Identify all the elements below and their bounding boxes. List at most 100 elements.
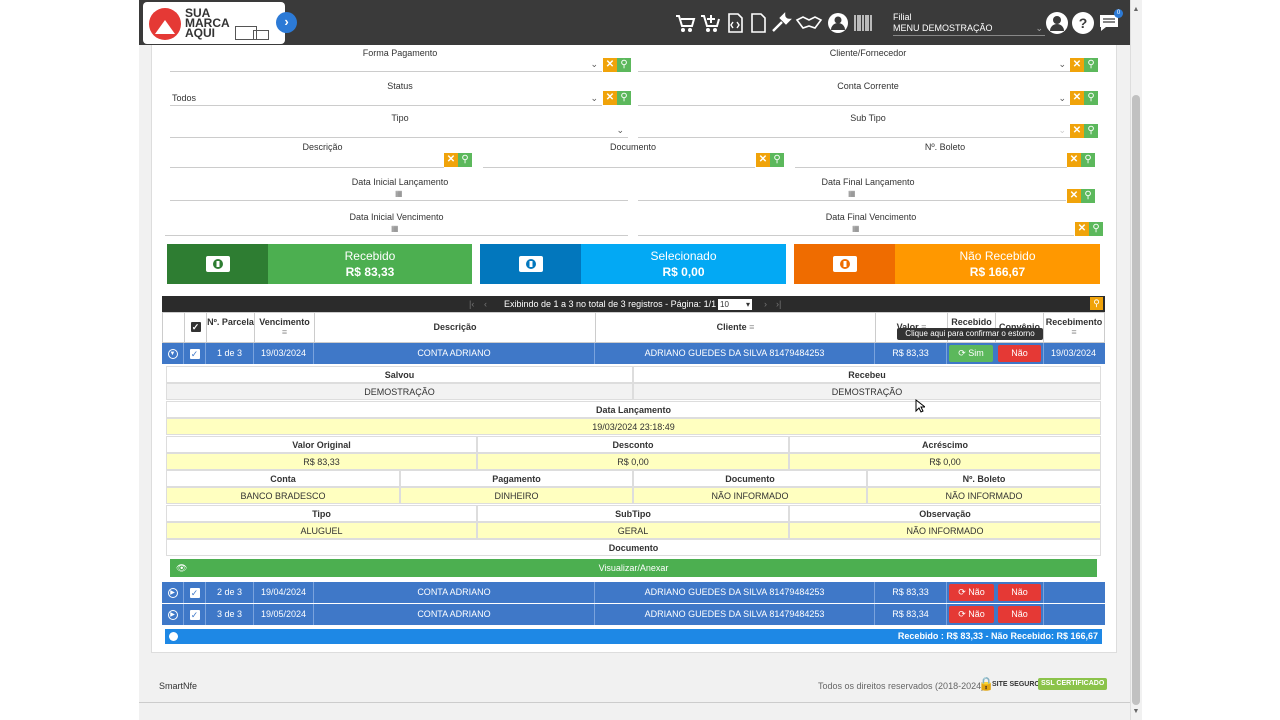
visualizar-anexar-button[interactable]: 👁 Visualizar/Anexar <box>170 559 1097 577</box>
user-circle-icon[interactable] <box>827 12 849 34</box>
th-valor[interactable]: Valor ≡ <box>876 313 948 342</box>
table-row[interactable]: ▶ ✓ 3 de 3 19/05/2024 CONTA ADRIANO ADRI… <box>162 604 1105 625</box>
forma-pagamento-select[interactable]: ⌄ <box>170 58 602 71</box>
recebido-summary[interactable]: Recebido R$ 83,33 <box>167 244 472 284</box>
search-icon[interactable]: ⚲ <box>617 58 631 72</box>
nao-recebido-summary[interactable]: Não Recebido R$ 166,67 <box>794 244 1100 284</box>
descricao-input[interactable] <box>170 153 444 166</box>
cliente-fornecedor-select[interactable]: ⌄ <box>638 58 1070 71</box>
table-row[interactable]: ▶ ✓ 2 de 3 19/04/2024 CONTA ADRIANO ADRI… <box>162 582 1105 603</box>
data-inicial-vencimento-input[interactable]: ▦ <box>165 224 628 236</box>
th-recebido[interactable]: Recebido <box>948 313 996 342</box>
site-seguro-label: SITE SEGURO <box>992 681 1040 688</box>
cell-vencimento: 19/03/2024 <box>254 343 314 364</box>
n-boleto-input[interactable] <box>795 153 1067 166</box>
convenio-nao-button[interactable]: Não <box>998 345 1041 362</box>
th-convenio[interactable]: Convênio <box>996 313 1044 342</box>
search-icon[interactable]: ⚲ <box>617 91 631 105</box>
th-parcela[interactable]: Nº. Parcela <box>207 313 255 342</box>
devices-icon <box>235 26 257 40</box>
documento-input[interactable] <box>483 153 755 166</box>
row-checkbox-cell[interactable]: ✓ <box>184 604 206 625</box>
data-final-lancamento-input[interactable]: ▦ <box>638 189 1066 201</box>
sidebar-toggle-button[interactable]: › <box>276 12 297 33</box>
clear-icon[interactable]: ✕ <box>444 153 458 167</box>
clear-icon[interactable]: ✕ <box>1070 58 1084 72</box>
search-icon[interactable]: ⚲ <box>1081 189 1095 203</box>
clear-icon[interactable]: ✕ <box>756 153 770 167</box>
row-checkbox[interactable]: ✓ <box>189 348 200 359</box>
cart-icon[interactable] <box>674 12 696 34</box>
first-page-icon[interactable]: |‹ <box>469 299 475 309</box>
table-search-icon[interactable]: ⚲ <box>1090 297 1103 310</box>
brand-logo[interactable]: SUA MARCA AQUI <box>143 2 285 44</box>
row-expand-toggle[interactable]: ▶ <box>162 582 184 603</box>
sort-icon: ≡ <box>281 327 288 337</box>
th-cliente[interactable]: Cliente ≡ <box>596 313 876 342</box>
row-checkbox[interactable]: ✓ <box>189 587 200 598</box>
barcode-icon[interactable] <box>852 12 874 34</box>
help-icon[interactable]: ? <box>1072 12 1094 34</box>
recebido-nao-button[interactable]: ⟳ Não <box>949 584 994 601</box>
clear-icon[interactable]: ✕ <box>1067 189 1081 203</box>
search-icon[interactable]: ⚲ <box>1084 58 1098 72</box>
th-vencimento[interactable]: Vencimento ≡ <box>255 313 315 342</box>
prev-page-icon[interactable]: ‹ <box>484 299 487 309</box>
recebido-nao-button[interactable]: ⟳ Não <box>949 606 994 623</box>
convenio-nao-button[interactable]: Não <box>998 606 1041 623</box>
row-checkbox-cell[interactable]: ✓ <box>184 343 206 364</box>
filial-select[interactable]: MENU DEMOSTRAÇÃO ⌄ <box>893 23 1045 36</box>
row-expand-toggle[interactable]: ▼ <box>162 343 184 364</box>
clear-icon[interactable]: ✕ <box>603 58 617 72</box>
last-page-icon[interactable]: ›| <box>776 299 782 309</box>
search-icon[interactable]: ⚲ <box>1084 124 1098 138</box>
chevron-down-icon: ⌄ <box>1058 125 1066 135</box>
scroll-up-icon[interactable]: ▲ <box>1132 6 1140 13</box>
select-all-checkbox[interactable]: ✓ <box>190 322 201 332</box>
table-row[interactable]: ▼ ✓ 1 de 3 19/03/2024 CONTA ADRIANO ADRI… <box>162 343 1105 364</box>
clear-icon[interactable]: ✕ <box>1070 124 1084 138</box>
search-icon[interactable]: ⚲ <box>1089 222 1103 236</box>
th-recebimento[interactable]: Recebimento ≡ <box>1044 313 1104 342</box>
convenio-nao-button[interactable]: Não <box>998 584 1041 601</box>
calendar-icon: ▦ <box>391 224 399 233</box>
data-final-vencimento-input[interactable]: ▦ <box>638 224 1074 236</box>
row-expand-toggle[interactable]: ▶ <box>162 604 184 625</box>
cell-vencimento: 19/04/2024 <box>254 582 314 603</box>
scroll-thumb[interactable] <box>1132 95 1140 705</box>
search-icon[interactable]: ⚲ <box>770 153 784 167</box>
handshake-icon[interactable] <box>795 12 823 34</box>
search-icon[interactable]: ⚲ <box>1081 153 1095 167</box>
forma-pagamento-actions: ✕ ⚲ <box>603 58 631 72</box>
next-page-icon[interactable]: › <box>764 299 767 309</box>
cell-vencimento: 19/05/2024 <box>254 604 314 625</box>
cart-plus-icon[interactable] <box>699 12 721 34</box>
cell-recebimento <box>1043 604 1105 625</box>
detail-salvou-label: Salvou <box>166 366 633 383</box>
data-inicial-lancamento-input[interactable]: ▦ <box>170 189 628 201</box>
search-icon[interactable]: ⚲ <box>1084 91 1098 105</box>
code-file-icon[interactable] <box>724 12 746 34</box>
profile-icon[interactable] <box>1046 12 1068 34</box>
clear-icon[interactable]: ✕ <box>1070 91 1084 105</box>
clear-icon[interactable]: ✕ <box>603 91 617 105</box>
row-checkbox-cell[interactable]: ✓ <box>184 582 206 603</box>
tipo-select[interactable]: ⌄ <box>170 124 628 137</box>
conta-corrente-select[interactable]: ⌄ <box>638 92 1070 105</box>
clear-icon[interactable]: ✕ <box>1075 222 1089 236</box>
page-size-select[interactable]: 10 ▾ <box>718 299 752 310</box>
sub-tipo-select[interactable]: ⌄ <box>638 124 1070 137</box>
clear-icon[interactable]: ✕ <box>1067 153 1081 167</box>
sort-icon: ≡ <box>1071 327 1077 337</box>
row-checkbox[interactable]: ✓ <box>189 609 200 620</box>
chat-icon[interactable] <box>1098 12 1120 34</box>
selecionado-summary[interactable]: Selecionado R$ 0,00 <box>480 244 786 284</box>
search-icon[interactable]: ⚲ <box>458 153 472 167</box>
file-icon[interactable] <box>747 12 769 34</box>
status-select[interactable]: Todos ⌄ <box>170 92 602 105</box>
recebido-sim-button[interactable]: ⟳ Sim <box>949 345 993 362</box>
scroll-down-icon[interactable]: ▼ <box>1132 708 1140 715</box>
th-select-all[interactable]: ✓ <box>185 313 207 342</box>
wrench-icon[interactable] <box>770 12 792 34</box>
th-descricao[interactable]: Descrição <box>315 313 596 342</box>
